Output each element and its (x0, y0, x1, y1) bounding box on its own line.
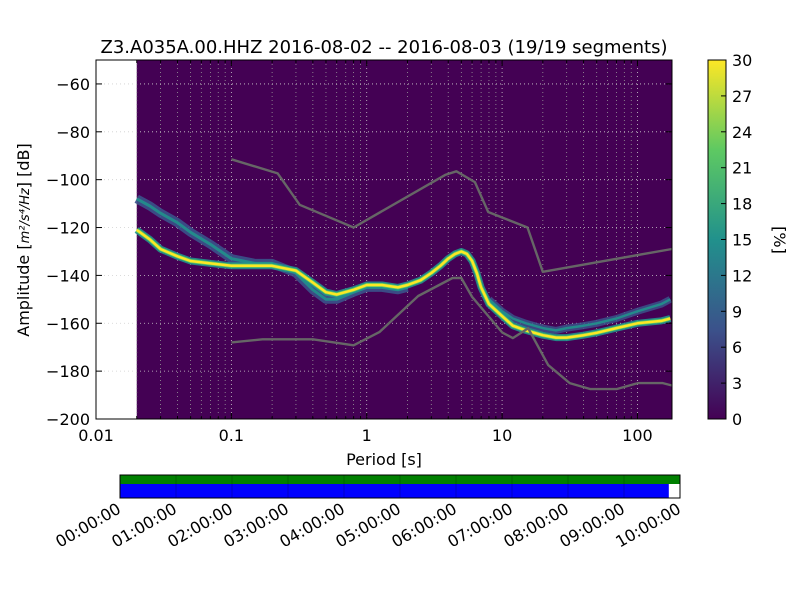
colorbar-ticks: 0 3 6 9 12 15 18 21 24 27 30 (721, 51, 752, 429)
noise-model-curves (231, 158, 673, 391)
y-tick-label: −140 (46, 266, 90, 285)
y-axis-label-prefix: Amplitude [ (14, 243, 33, 336)
x-tick-label: 1 (362, 426, 372, 445)
x-axis-ticks: 0.01 0.1 1 10 100 (78, 60, 653, 445)
y-tick-label: −160 (46, 314, 90, 333)
colorbar-tick-label: 15 (732, 231, 752, 250)
timeline-frame (119, 474, 681, 499)
y-tick-label: −80 (56, 123, 90, 142)
colorbar-tick-label: 30 (732, 51, 752, 70)
y-tick-label: −200 (46, 410, 90, 429)
colorbar-tick-label: 3 (732, 374, 742, 393)
y-tick-label: −100 (46, 171, 90, 190)
y-axis-label-suffix: ] [dB] (14, 143, 33, 188)
data-availability-timeline: 00:00:0001:00:0002:00:0003:00:0004:00:00… (52, 474, 684, 551)
y-axis-label: Amplitude [m²/s⁴/Hz] [dB] (14, 143, 33, 337)
plot-area (95, 59, 673, 420)
colorbar-tick-label: 27 (732, 87, 752, 106)
y-axis-label-units: m²/s⁴/Hz (18, 187, 33, 243)
psd-mode-band (135, 228, 671, 339)
noise-model-high-line (231, 158, 673, 273)
colorbar: 0 3 6 9 12 15 18 21 24 27 30 [%] (707, 51, 789, 429)
x-tick-label: 0.01 (78, 426, 114, 445)
timeline-blue-bar (120, 484, 669, 498)
x-axis-label: Period [s] (346, 450, 422, 469)
x-tick-label: 100 (622, 426, 653, 445)
colorbar-tick-label: 18 (732, 195, 752, 214)
heatmap-background (136, 60, 672, 419)
y-tick-label: −120 (46, 219, 90, 238)
plot-frame (95, 59, 673, 420)
x-tick-label: 0.1 (219, 426, 244, 445)
psd-upper-tail-band (488, 298, 671, 332)
colorbar-tick-label: 6 (732, 338, 742, 357)
x-tick-label: 10 (492, 426, 512, 445)
colorbar-tick-label: 9 (732, 302, 742, 321)
psd-density-bands (134, 194, 672, 342)
y-tick-label: −180 (46, 362, 90, 381)
chart-title: Z3.A035A.00.HHZ 2016-08-02 -- 2016-08-03… (101, 37, 668, 58)
y-axis-ticks: −60 −80 −100 −120 −140 −160 −180 −200 (46, 75, 672, 429)
colorbar-tick-label: 12 (732, 266, 752, 285)
colorbar-tick-label: 21 (732, 159, 752, 178)
colorbar-label: [%] (770, 226, 789, 254)
colorbar-tick-label: 24 (732, 123, 752, 142)
noise-model-low-line (231, 276, 673, 391)
colorbar-tick-label: 0 (732, 410, 742, 429)
timeline-green-bar (120, 475, 680, 484)
y-tick-label: −60 (56, 75, 90, 94)
